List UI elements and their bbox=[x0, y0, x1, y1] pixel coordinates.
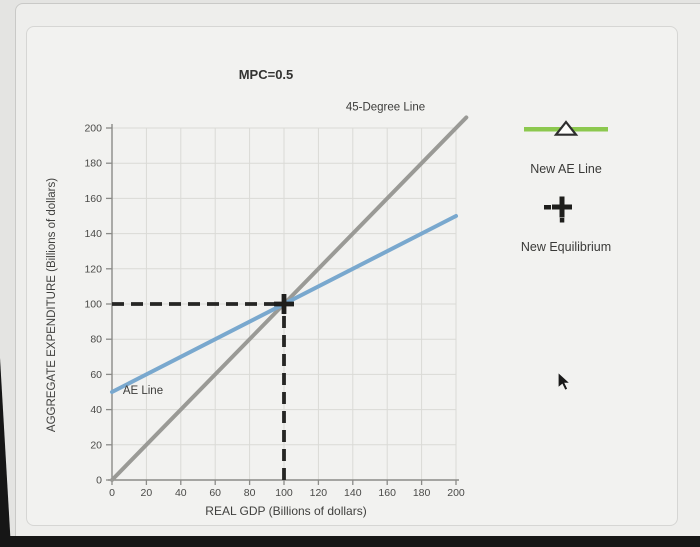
svg-text:180: 180 bbox=[84, 158, 102, 170]
svg-text:100: 100 bbox=[275, 487, 293, 499]
svg-text:100: 100 bbox=[84, 299, 102, 311]
svg-text:80: 80 bbox=[90, 334, 102, 346]
svg-text:20: 20 bbox=[141, 487, 153, 499]
svg-text:40: 40 bbox=[90, 404, 102, 416]
dash-left-icon bbox=[544, 205, 551, 210]
svg-text:20: 20 bbox=[90, 439, 102, 451]
svg-text:120: 120 bbox=[310, 487, 328, 499]
svg-text:200: 200 bbox=[84, 123, 102, 135]
triangle-marker-icon bbox=[553, 120, 579, 136]
svg-text:180: 180 bbox=[413, 487, 431, 499]
legend-label-new-ae-line: New AE Line bbox=[530, 162, 602, 176]
plus-marker-icon bbox=[552, 204, 572, 210]
svg-text:140: 140 bbox=[344, 487, 362, 499]
svg-text:80: 80 bbox=[244, 487, 256, 499]
chart-card bbox=[26, 26, 678, 526]
svg-text:160: 160 bbox=[84, 193, 102, 205]
dash-bottom-icon bbox=[559, 218, 565, 223]
svg-text:140: 140 bbox=[84, 228, 102, 240]
svg-text:0: 0 bbox=[96, 475, 102, 487]
svg-text:AE Line: AE Line bbox=[123, 385, 163, 397]
svg-text:120: 120 bbox=[84, 263, 102, 275]
screen-bezel-bottom bbox=[0, 536, 700, 547]
legend-label-new-equilibrium: New Equilibrium bbox=[520, 240, 612, 254]
new-equilibrium-swatch[interactable] bbox=[542, 190, 582, 231]
svg-text:160: 160 bbox=[378, 487, 396, 499]
mouse-cursor-icon bbox=[557, 370, 573, 398]
svg-text:200: 200 bbox=[447, 487, 465, 499]
svg-text:40: 40 bbox=[175, 487, 187, 499]
svg-text:0: 0 bbox=[109, 487, 115, 499]
svg-text:60: 60 bbox=[209, 487, 221, 499]
new-ae-line-swatch[interactable] bbox=[524, 119, 608, 144]
svg-text:45-Degree Line: 45-Degree Line bbox=[346, 101, 425, 113]
screen-bezel-left bbox=[0, 358, 11, 538]
svg-text:60: 60 bbox=[90, 369, 102, 381]
x-axis-title: REAL GDP (Billions of dollars) bbox=[205, 504, 367, 518]
chart-title: MPC=0.5 bbox=[238, 67, 294, 82]
